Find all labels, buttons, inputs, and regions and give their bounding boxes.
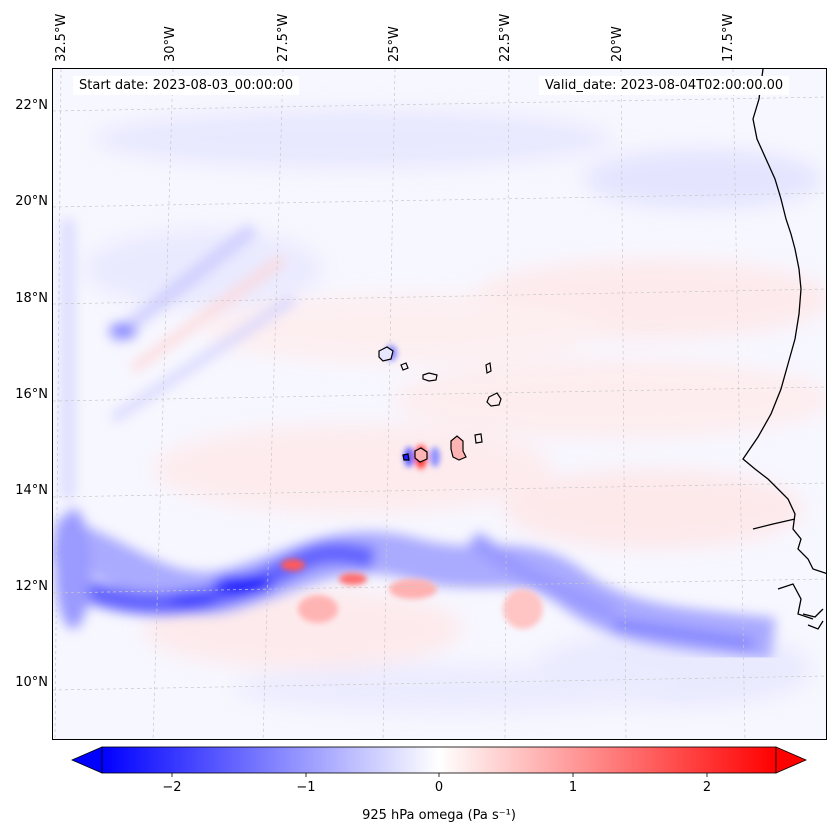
lon-label-27.5w: 27.5°W (276, 13, 291, 62)
colorbar-label: 925 hPa omega (Pa s⁻¹) (362, 808, 516, 823)
colorbar-extend-right (775, 746, 808, 774)
coastline (378, 69, 826, 630)
colorbar-extend-left (70, 746, 103, 774)
lat-label-10n: 10°N (15, 675, 48, 690)
map-panel[interactable]: Start date: 2023-08-03_00:00:00 Valid_da… (52, 68, 827, 740)
lat-label-14n: 14°N (15, 483, 48, 498)
start-date-text: Start date: 2023-08-03_00:00:00 (79, 78, 294, 93)
lat-label-20n: 20°N (15, 194, 48, 209)
colorbar-tick-0: 0 (434, 780, 444, 795)
lon-label-20w: 20°W (610, 26, 625, 62)
lon-label-32.5w: 32.5°W (54, 13, 69, 62)
colorbar (70, 746, 808, 777)
lat-label-18n: 18°N (15, 291, 48, 306)
lat-label-22n: 22°N (15, 98, 48, 113)
lat-label-12n: 12°N (15, 579, 48, 594)
colorbar-tick-neg1: −1 (296, 780, 316, 795)
lon-label-30w: 30°W (163, 26, 178, 62)
valid-date-box: Valid_date: 2023-08-04T02:00:00.00 (539, 76, 790, 95)
colorbar-body (101, 746, 777, 774)
lon-label-22.5w: 22.5°W (498, 13, 513, 62)
start-date-box: Start date: 2023-08-03_00:00:00 (73, 76, 300, 95)
valid-date-text: Valid_date: 2023-08-04T02:00:00.00 (545, 78, 784, 93)
colorbar-tick-2: 2 (702, 780, 712, 795)
lon-label-25w: 25°W (387, 26, 402, 62)
lon-label-17.5w: 17.5°W (721, 13, 736, 62)
lat-label-16n: 16°N (15, 387, 48, 402)
colorbar-tick-neg2: −2 (162, 780, 182, 795)
colorbar-tick-1: 1 (568, 780, 578, 795)
